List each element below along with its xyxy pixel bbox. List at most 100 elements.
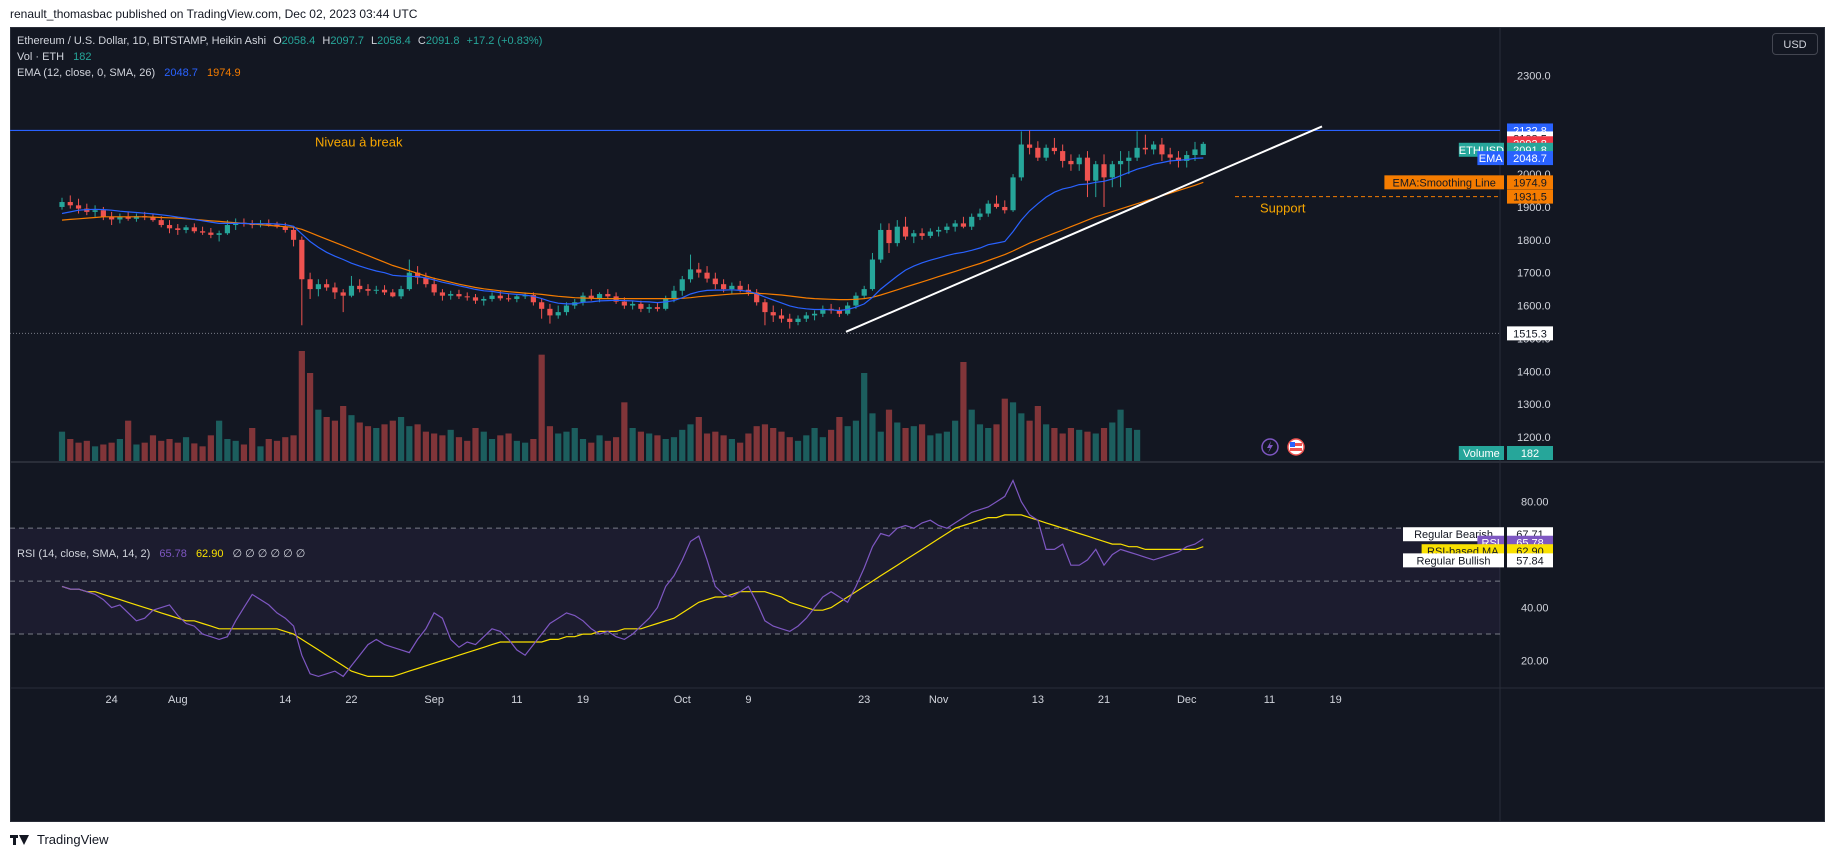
price-label-value: 57.84 [1516,555,1544,567]
time-tick-label: Sep [424,694,444,706]
candle-body [514,296,520,299]
candle-body [530,295,536,303]
candle-body [853,295,859,306]
price-label-name: Regular Bullish [1417,555,1491,567]
ema-title[interactable]: EMA (12, close, 0, SMA, 26) [17,67,156,79]
low-label: L [371,35,378,47]
volume-bar [621,402,628,461]
candle-body [1051,147,1057,152]
volume-bar [728,439,735,461]
volume-bar [315,409,322,461]
currency-button[interactable]: USD [1772,33,1818,55]
candle-body [911,233,917,237]
candle-body [522,295,528,297]
symbol-title[interactable]: Ethereum / U.S. Dollar, 1D, BITSTAMP, He… [17,35,267,47]
candle-body [100,210,106,217]
volume-bar [1125,428,1132,461]
close-value: 2091.8 [425,35,460,47]
volume-bar [307,373,314,461]
price-label-value: 1931.5 [1513,192,1547,204]
candle-body [67,202,73,206]
candle-body [133,216,140,219]
volume-bar [952,420,959,461]
candle-body [340,292,346,296]
volume-bar [935,433,942,461]
published-header: renault_thomasbac published on TradingVi… [10,7,418,21]
candle-body [348,285,355,296]
candle-body [307,279,313,290]
candle-body [472,297,479,301]
candle-body [1117,160,1124,165]
candle-body [505,298,512,300]
volume-bar [199,446,206,461]
candle-body [1109,164,1115,178]
candle-body [969,216,975,227]
candle-body [1093,164,1099,181]
candle-body [1175,157,1182,161]
candle-body [1043,147,1049,158]
candle-body [878,229,884,260]
volume-bar [232,440,239,461]
price-label-name: Volume [1463,448,1500,460]
volume-bar [844,426,851,461]
close-label: C [417,35,426,47]
candle-body [547,308,553,316]
candle-body [861,289,867,296]
price-label-bg [1507,446,1553,460]
volume-bar [158,440,165,461]
volume-bar [373,428,380,461]
candle-body [439,292,446,296]
candle-body [729,285,735,290]
price-label-name-bg [1384,175,1504,190]
volume-bar [960,362,967,461]
time-tick-label: 9 [745,694,751,706]
candle-body [365,289,371,291]
price-label-name: EMA:Smoothing Line [1393,177,1496,189]
volume-bar [563,431,570,461]
rsi-title[interactable]: RSI (14, close, SMA, 14, 2) [17,548,151,560]
volume-bar [1009,402,1017,461]
rsi-line [61,479,1204,678]
volume-bar [1076,429,1083,461]
volume-bar [538,354,545,461]
candle-body [894,226,900,244]
trendline [845,125,1323,333]
ema-legend: EMA (12, close, 0, SMA, 26) 2048.7 1974.… [17,67,241,79]
candle-body [1167,154,1173,158]
support-annotation: Support [1260,201,1306,216]
time-tick-label: 21 [1098,694,1110,706]
ema-line [61,157,1204,312]
volume-bar [596,435,603,461]
volume-bar [191,443,198,461]
candle-body [687,269,694,280]
volume-bar [794,440,802,461]
candle-body [936,229,942,232]
time-tick-label: 11 [1264,694,1275,706]
ema-smoothing-line [61,181,1204,301]
volume-bar [629,428,636,461]
volume-bar [513,440,520,461]
candle-body [721,284,727,290]
time-tick-label: 22 [345,694,357,706]
volume-title[interactable]: Vol · ETH [17,51,65,63]
candle-body [109,216,115,220]
footer-brand-text: TradingView [37,832,109,847]
volume-bar [1100,428,1108,461]
volume-bar [282,437,289,461]
open-label: O [273,35,282,47]
candle-body [191,227,197,232]
candle-body [158,220,164,226]
volume-bar [364,426,372,461]
price-chart[interactable]: 1200.01300.01400.01500.01600.01700.01800… [10,27,1825,822]
candle-body [811,313,818,316]
low-value: 2058.4 [377,35,411,47]
volume-bar [1134,429,1141,461]
candle-body [381,289,388,293]
us-flag-icon-stripe [1290,448,1302,451]
volume-bar [612,437,620,461]
price-label-value: 1515.3 [1513,328,1547,340]
candle-body [679,279,685,291]
volume-bar [877,431,884,461]
volume-bar [1051,428,1058,461]
price-tick-label: 1800.0 [1517,235,1551,247]
